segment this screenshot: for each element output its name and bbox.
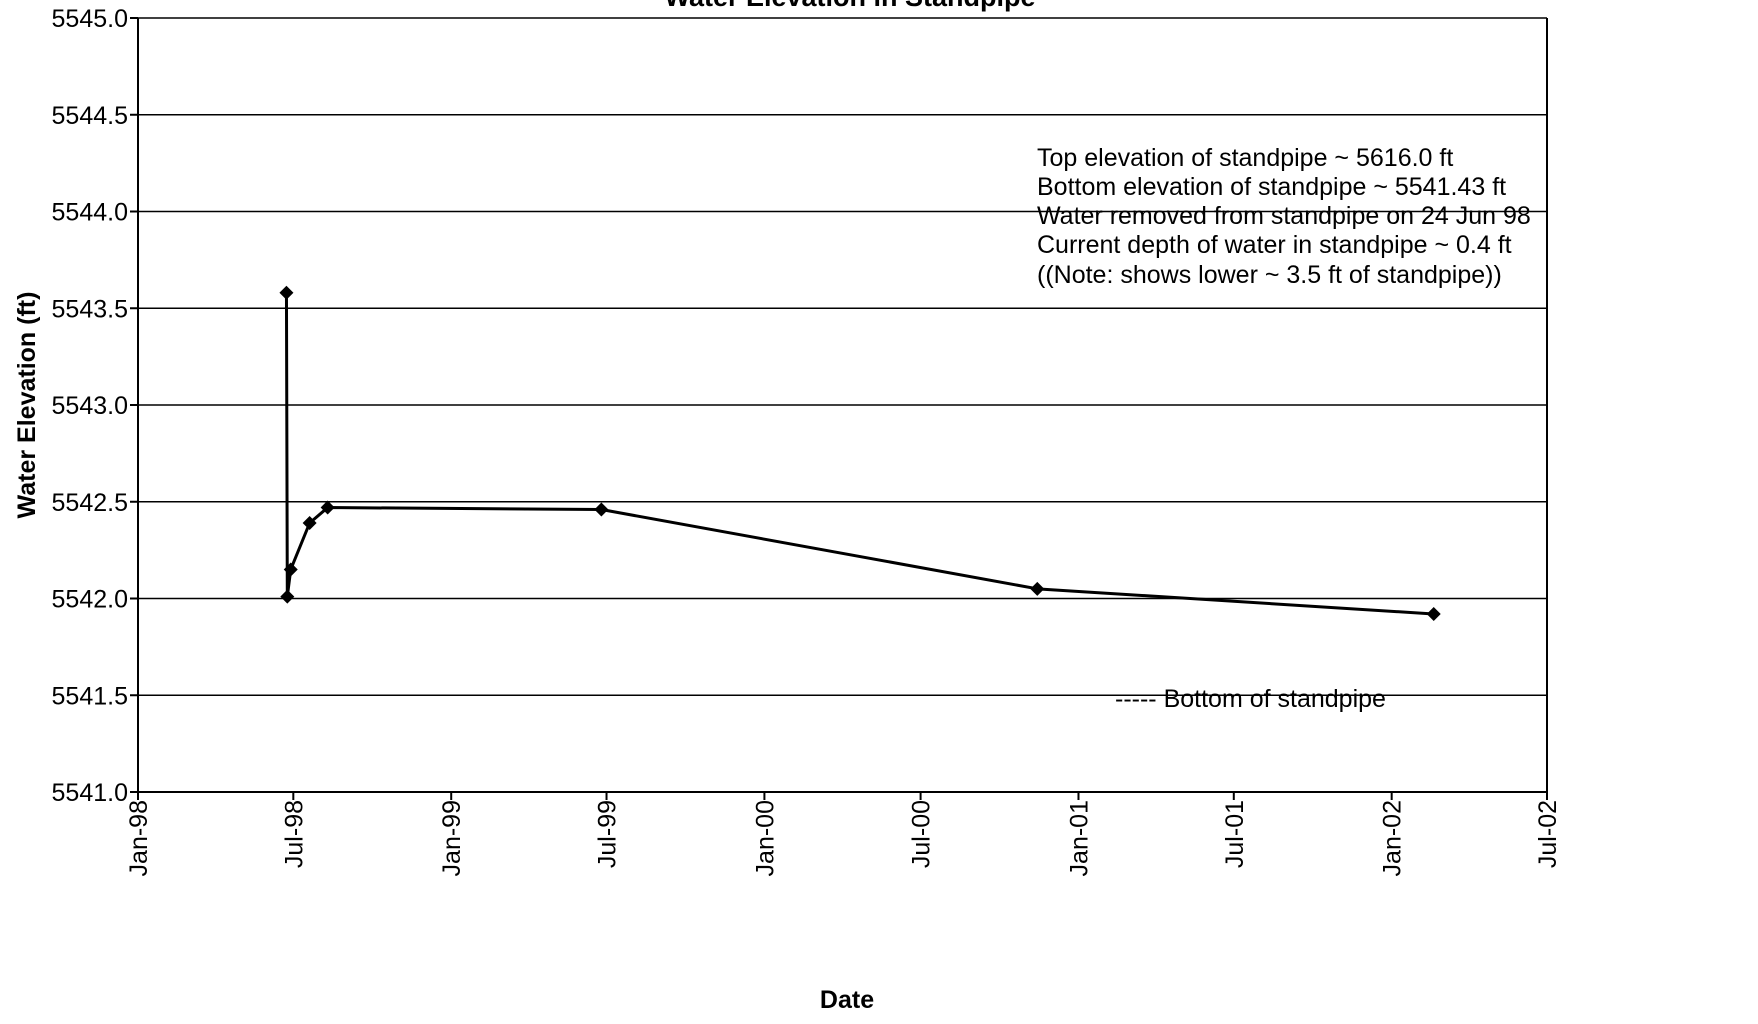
data-point-marker [320, 500, 335, 515]
data-point-marker [594, 502, 609, 517]
annotation-bottom-elevation: Bottom elevation of standpipe ~ 5541.43 … [1037, 173, 1506, 201]
x-axis-title: Date [820, 986, 874, 1014]
y-axis-tick-labels: 5541.0 5541.5 5542.0 5542.5 5543.0 5543.5 5544… [52, 5, 128, 807]
x-axis-tick-labels: Jan-98 Jul-98 Jan-99 Jul-99 Jan-00 Jul-00 Jan-… [125, 800, 1562, 876]
x-tick-label: Jan-02 [1379, 800, 1407, 876]
data-point-marker [279, 285, 294, 300]
y-tick-label: 5543.0 [52, 392, 128, 420]
y-tick-label: 5541.5 [52, 682, 128, 710]
data-point-marker [302, 516, 317, 531]
annotation-water-removed: Water removed from standpipe on 24 Jun 9… [1037, 202, 1531, 230]
data-point-marker [283, 562, 298, 577]
annotation-note: ((Note: shows lower ~ 3.5 ft of standpip… [1037, 261, 1502, 289]
bottom-of-standpipe-note: ----- Bottom of standpipe [1115, 685, 1386, 713]
x-tick-label: Jan-00 [751, 800, 779, 876]
y-tick-label: 5544.0 [52, 199, 128, 227]
plot-axes [130, 17, 1548, 800]
data-point-marker [1426, 606, 1441, 621]
y-tick-label: 5543.5 [52, 295, 128, 323]
x-tick-label: Jul-00 [908, 800, 936, 868]
data-point-marker [280, 589, 295, 604]
x-tick-label: Jul-01 [1221, 800, 1249, 868]
x-tick-label: Jan-99 [438, 800, 466, 876]
x-tick-label: Jul-98 [280, 800, 308, 868]
y-tick-label: 5542.5 [52, 489, 128, 517]
x-tick-label: Jul-99 [594, 800, 622, 868]
y-tick-label: 5545.0 [52, 5, 128, 33]
y-axis-title: Water Elevation (ft) [13, 292, 41, 519]
annotation-box: Top elevation of standpipe ~ 5616.0 ft B… [1037, 144, 1531, 289]
chart-title: Water Elevation in Standpipe [664, 0, 1035, 12]
x-tick-label: Jul-02 [1534, 800, 1562, 868]
data-point-marker [1030, 581, 1045, 596]
y-tick-label: 5542.0 [52, 586, 128, 614]
series-group [279, 285, 1441, 621]
y-tick-label: 5544.5 [52, 102, 128, 130]
series-line [284, 292, 1434, 616]
x-tick-label: Jan-98 [125, 800, 153, 876]
annotation-current-depth: Current depth of water in standpipe ~ 0.… [1037, 231, 1512, 259]
x-tick-label: Jan-01 [1065, 800, 1093, 876]
gridlines [138, 17, 1547, 793]
y-tick-label: 5541.0 [52, 779, 128, 807]
annotation-top-elevation: Top elevation of standpipe ~ 5616.0 ft [1037, 144, 1453, 172]
